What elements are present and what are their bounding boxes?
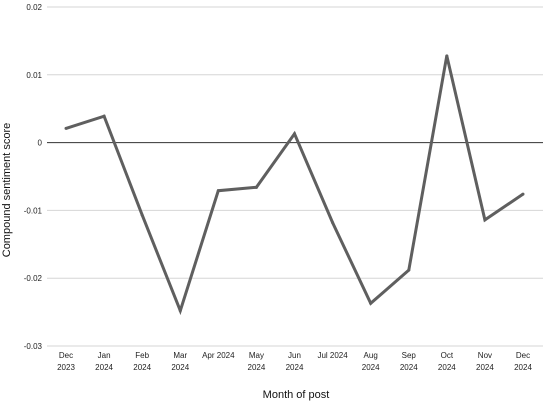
y-tick-label: 0 (38, 139, 43, 148)
y-tick-label: -0.03 (24, 342, 43, 351)
x-tick-label: May 2024 (248, 351, 266, 372)
x-tick-label: Dec 2023 (57, 351, 75, 372)
x-tick-label: Jan 2024 (95, 351, 113, 372)
data-point (254, 185, 258, 189)
data-point (216, 189, 220, 193)
x-tick-label: Nov 2024 (476, 351, 494, 372)
data-point (293, 132, 296, 136)
data-point (178, 309, 182, 313)
data-point (369, 301, 373, 305)
x-axis-title: Month of post (263, 389, 330, 401)
data-point (521, 192, 525, 196)
data-point (102, 114, 106, 118)
series-layer (64, 54, 525, 316)
x-axis-ticks: Dec 2023 Jan 2024 Feb 2024 Mar 2024 Apr 2024 May 2… (57, 351, 532, 372)
data-point (445, 54, 449, 58)
x-tick-label: Apr 2024 (202, 351, 235, 360)
y-axis-ticks: 0.02 0.01 0 -0.01 -0.02 -0.03 (24, 3, 43, 351)
y-tick-label: -0.01 (24, 206, 43, 215)
data-point (64, 126, 68, 130)
x-tick-label: Aug 2024 (362, 351, 380, 372)
y-tick-label: -0.02 (24, 274, 43, 283)
data-point (331, 221, 335, 225)
gridlines (47, 6, 543, 347)
x-tick-label: Dec 2024 (514, 351, 532, 372)
x-tick-label: Oct 2024 (438, 351, 456, 372)
y-tick-label: 0.02 (26, 3, 42, 12)
x-tick-label: Jun 2024 (286, 351, 304, 372)
x-tick-label: Jul 2024 (317, 351, 348, 360)
data-point (407, 268, 411, 272)
data-point (483, 218, 487, 222)
x-tick-label: Feb 2024 (133, 351, 151, 372)
x-tick-label: Mar 2024 (171, 351, 189, 372)
y-tick-label: 0.01 (26, 71, 42, 80)
data-point (140, 213, 144, 217)
y-axis-title: Compound sentiment score (1, 123, 13, 258)
x-tick-label: Sep 2024 (400, 351, 418, 372)
series-line (65, 55, 524, 316)
